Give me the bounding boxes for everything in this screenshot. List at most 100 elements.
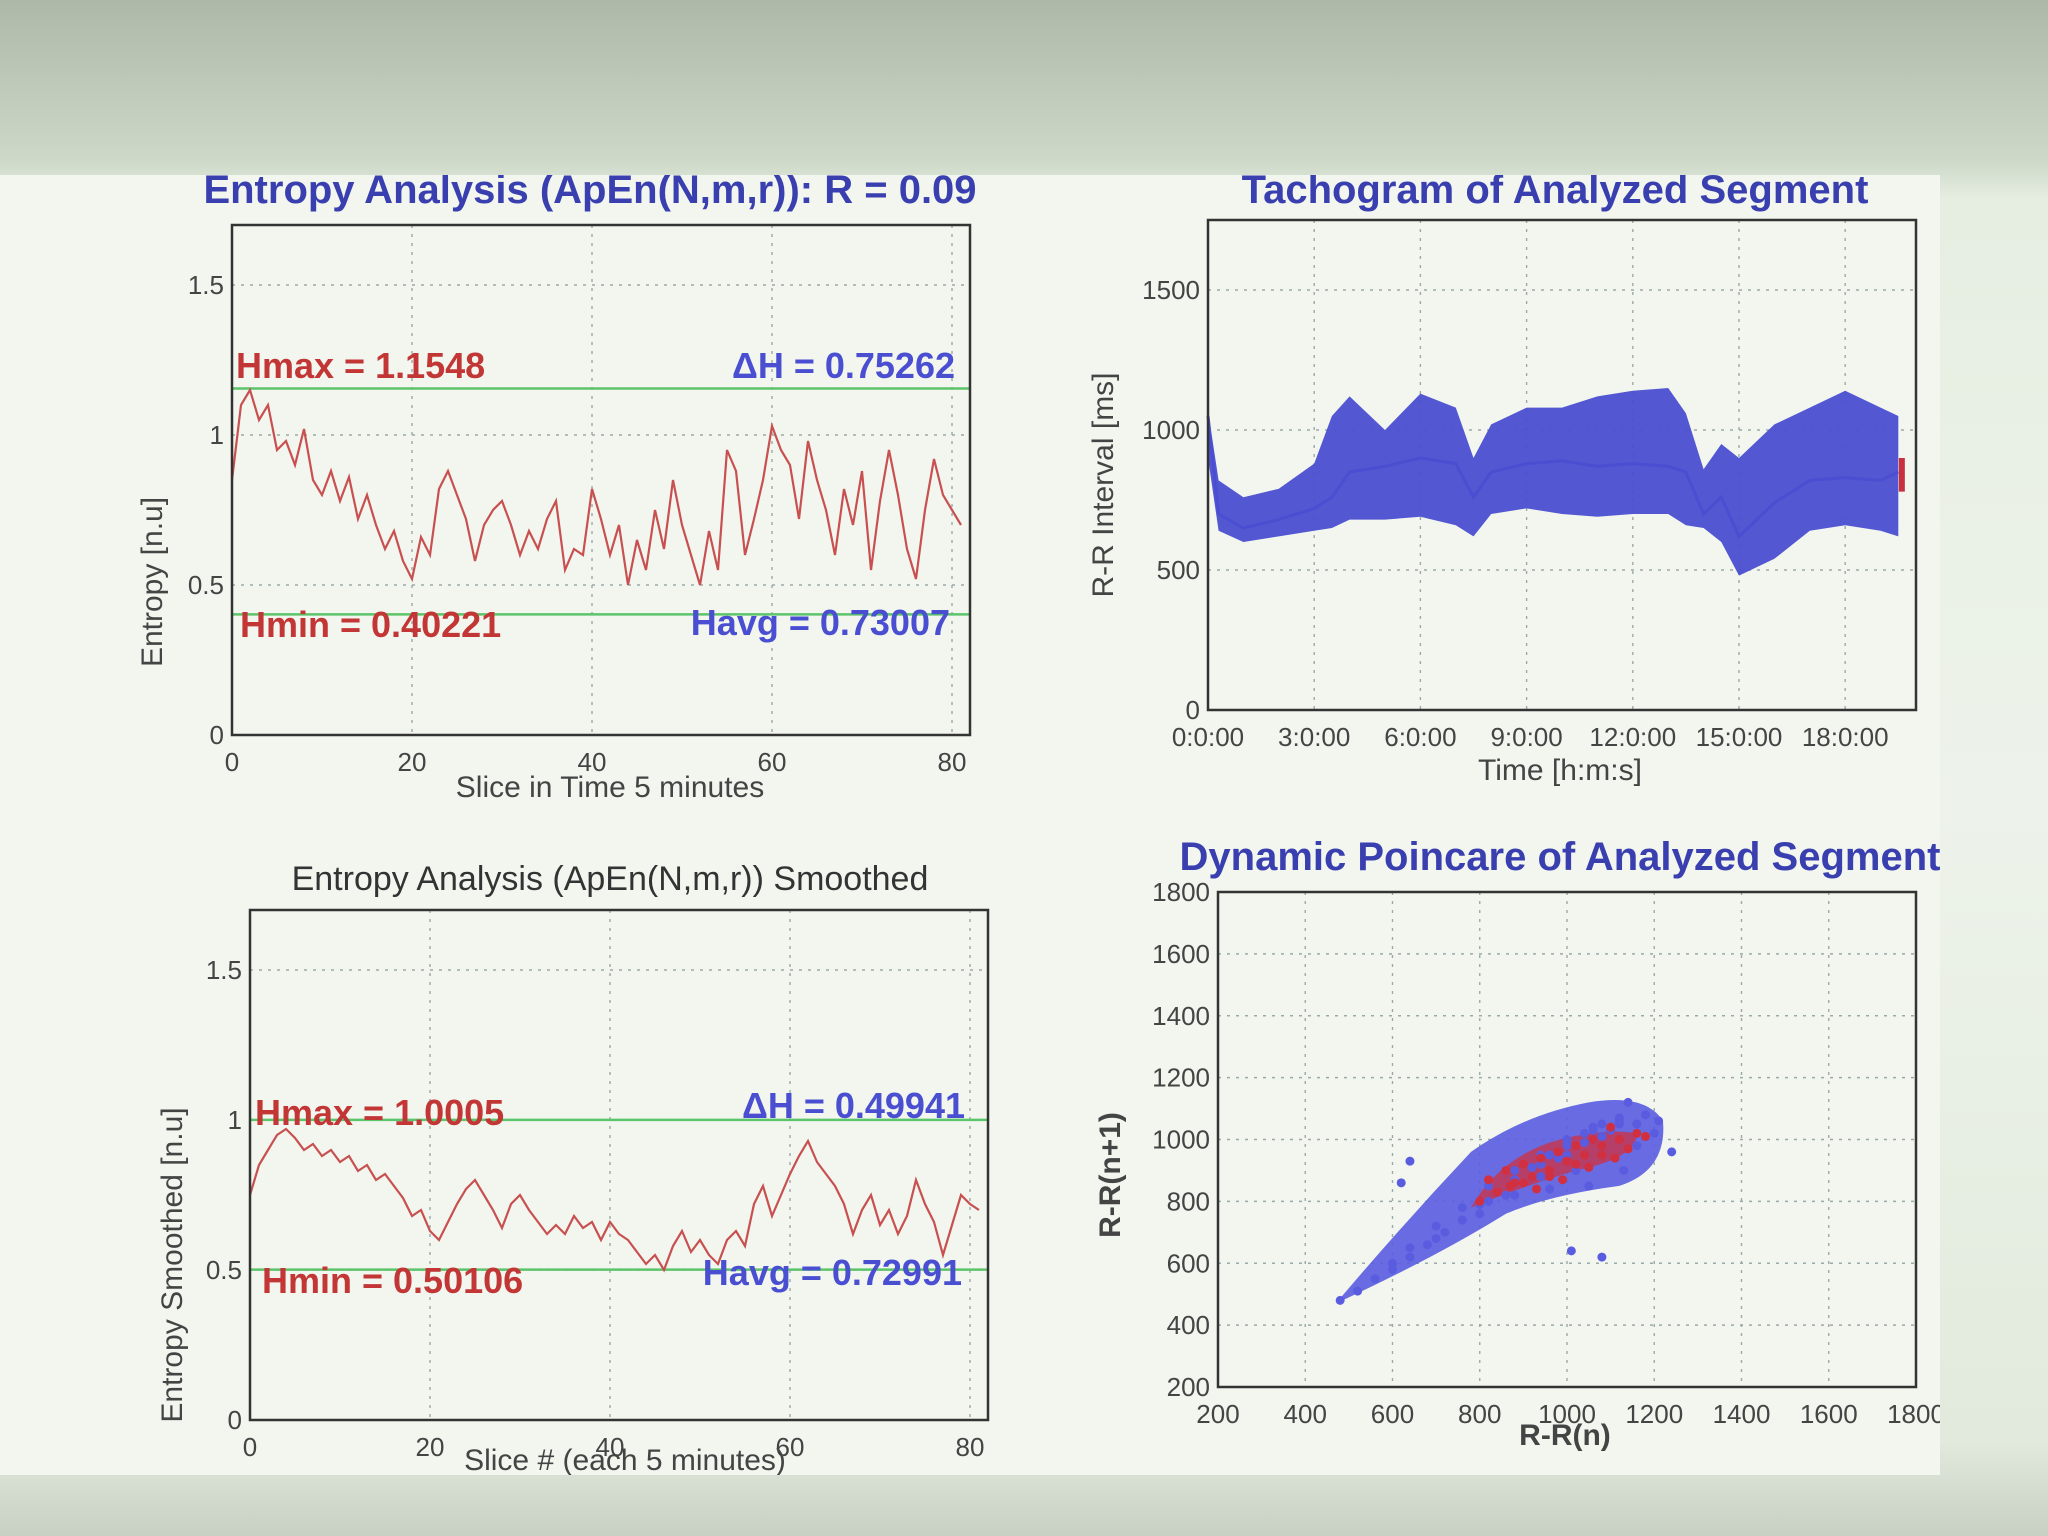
poincare-point-red — [1492, 1187, 1502, 1197]
smoothed-entropy-y-ticks: 0 0.5 1 1.5 — [206, 955, 242, 1435]
figure-window: Entropy Analysis (ApEn(N,m,r)): R = 0.09… — [0, 175, 1940, 1475]
tachogram-x-tick-label: 6:0:00 — [1384, 722, 1456, 752]
tachogram-y-label: R-R Interval [ms] — [1087, 372, 1120, 597]
entropy-x-tick-label: 60 — [758, 747, 787, 777]
smoothed-entropy-title: Entropy Analysis (ApEn(N,m,r)) Smoothed — [292, 860, 929, 898]
poincare-point-blue — [1654, 1116, 1664, 1126]
smoothed-entropy-y-tick-label: 0.5 — [206, 1255, 242, 1285]
poincare-panel: Dynamic Poincare of Analyzed Segment 200… — [1094, 835, 1940, 1452]
poincare-point-red — [1518, 1159, 1528, 1169]
smoothed-entropy-reference-lines — [250, 1118, 988, 1271]
poincare-y-tick-label: 1800 — [1152, 877, 1210, 907]
poincare-point-blue — [1405, 1252, 1415, 1262]
smoothed-entropy-havg-label: Havg = 0.72991 — [703, 1252, 962, 1293]
poincare-point-blue — [1457, 1203, 1467, 1213]
poincare-point-red — [1588, 1135, 1598, 1144]
tachogram-x-ticks: 0:0:00 3:0:00 6:0:00 9:0:00 12:0:00 15:0:00 18… — [1172, 722, 1889, 752]
figure-canvas: Entropy Analysis (ApEn(N,m,r)): R = 0.09… — [136, 175, 1940, 1475]
entropy-panel: Entropy Analysis (ApEn(N,m,r)): R = 0.09… — [136, 175, 977, 804]
poincare-point-blue — [1422, 1240, 1432, 1250]
poincare-point-blue — [1632, 1141, 1642, 1151]
entropy-y-label: Entropy [n.u] — [136, 497, 169, 667]
poincare-point-blue — [1649, 1128, 1659, 1138]
poincare-y-label: R-R(n+1) — [1094, 1112, 1127, 1238]
poincare-point-blue — [1614, 1119, 1624, 1129]
smoothed-entropy-x-tick-label: 0 — [243, 1432, 257, 1462]
smoothed-entropy-series-line — [248, 1127, 980, 1273]
tachogram-y-tick-label: 0 — [1186, 695, 1200, 725]
poincare-point-red — [1518, 1178, 1528, 1188]
entropy-y-tick-label: 1 — [210, 420, 224, 450]
entropy-title: Entropy Analysis (ApEn(N,m,r)): R = 0.09 — [203, 175, 976, 212]
poincare-x-tick-label: 800 — [1458, 1399, 1501, 1429]
poincare-point-blue — [1431, 1221, 1441, 1231]
smoothed-entropy-x-tick-label: 80 — [956, 1432, 985, 1462]
smoothed-entropy-grid — [250, 910, 988, 1420]
tachogram-series-band — [1208, 388, 1899, 576]
poincare-point-red — [1545, 1172, 1555, 1182]
poincare-point-red — [1545, 1165, 1555, 1175]
tachogram-y-tick-label: 1000 — [1142, 415, 1200, 445]
poincare-point-blue — [1440, 1227, 1450, 1237]
poincare-point-blue — [1579, 1128, 1589, 1138]
poincare-point-red — [1597, 1150, 1607, 1160]
tachogram-x-tick-label: 18:0:00 — [1802, 722, 1889, 752]
entropy-delta-h-label: ΔH = 0.75262 — [732, 345, 955, 386]
tachogram-plot-frame — [1206, 218, 1918, 712]
poincare-point-blue — [1579, 1138, 1589, 1148]
poincare-point-blue — [1396, 1178, 1406, 1188]
poincare-y-tick-label: 600 — [1167, 1248, 1210, 1278]
poincare-point-red — [1553, 1147, 1563, 1157]
poincare-point-blue — [1545, 1150, 1555, 1160]
smoothed-entropy-x-label: Slice # (each 5 minutes) — [464, 1444, 786, 1475]
tachogram-y-ticks: 0 500 1000 1500 — [1142, 275, 1200, 725]
smoothed-entropy-x-tick-label: 60 — [776, 1432, 805, 1462]
poincare-y-tick-label: 1400 — [1152, 1001, 1210, 1031]
entropy-plot-frame — [230, 223, 972, 737]
poincare-y-tick-label: 800 — [1167, 1186, 1210, 1216]
poincare-point-blue — [1632, 1119, 1642, 1129]
smoothed-entropy-x-tick-label: 20 — [416, 1432, 445, 1462]
poincare-x-tick-label: 600 — [1371, 1399, 1414, 1429]
smoothed-entropy-hmax-label: Hmax = 1.0005 — [255, 1092, 504, 1133]
entropy-grid — [232, 225, 970, 735]
poincare-point-blue — [1483, 1181, 1493, 1191]
poincare-point-blue — [1584, 1181, 1594, 1191]
poincare-point-blue — [1501, 1190, 1511, 1200]
poincare-x-tick-label: 1200 — [1625, 1399, 1683, 1429]
smoothed-entropy-y-tick-label: 1.5 — [206, 955, 242, 985]
poincare-point-blue — [1597, 1252, 1607, 1262]
entropy-x-tick-label: 20 — [398, 747, 427, 777]
poincare-point-blue — [1457, 1215, 1467, 1225]
poincare-point-red — [1501, 1165, 1511, 1175]
poincare-point-blue — [1483, 1196, 1493, 1206]
smoothed-entropy-y-tick-label: 1 — [228, 1105, 242, 1135]
poincare-x-tick-label: 400 — [1284, 1399, 1327, 1429]
poincare-point-red — [1571, 1141, 1581, 1151]
poincare-x-label: R-R(n) — [1519, 1419, 1611, 1452]
poincare-x-tick-label: 1000 — [1538, 1399, 1596, 1429]
poincare-point-blue — [1588, 1125, 1598, 1135]
tachogram-title: Tachogram of Analyzed Segment — [1242, 175, 1869, 212]
poincare-point-red — [1610, 1153, 1620, 1163]
smoothed-entropy-plot-frame — [248, 908, 990, 1422]
entropy-y-ticks: 0 0.5 1 1.5 — [188, 270, 224, 750]
poincare-point-red — [1632, 1128, 1642, 1138]
poincare-point-red — [1623, 1144, 1633, 1154]
poincare-y-tick-label: 200 — [1167, 1372, 1210, 1402]
entropy-y-tick-label: 0 — [210, 720, 224, 750]
poincare-point-red — [1579, 1150, 1589, 1160]
poincare-x-tick-label: 1400 — [1713, 1399, 1771, 1429]
poincare-x-tick-label: 1600 — [1800, 1399, 1858, 1429]
tachogram-y-tick-label: 1500 — [1142, 275, 1200, 305]
entropy-x-tick-label: 0 — [225, 747, 239, 777]
smoothed-entropy-hmin-label: Hmin = 0.50106 — [262, 1260, 523, 1301]
poincare-point-blue — [1527, 1162, 1537, 1172]
tachogram-x-label: Time [h:m:s] — [1478, 754, 1642, 787]
poincare-point-blue — [1536, 1172, 1546, 1182]
tachogram-x-tick-label: 12:0:00 — [1589, 722, 1676, 752]
entropy-y-tick-label: 1.5 — [188, 270, 224, 300]
entropy-x-tick-label: 80 — [938, 747, 967, 777]
entropy-x-label: Slice in Time 5 minutes — [456, 771, 764, 804]
poincare-point-blue — [1510, 1165, 1520, 1175]
